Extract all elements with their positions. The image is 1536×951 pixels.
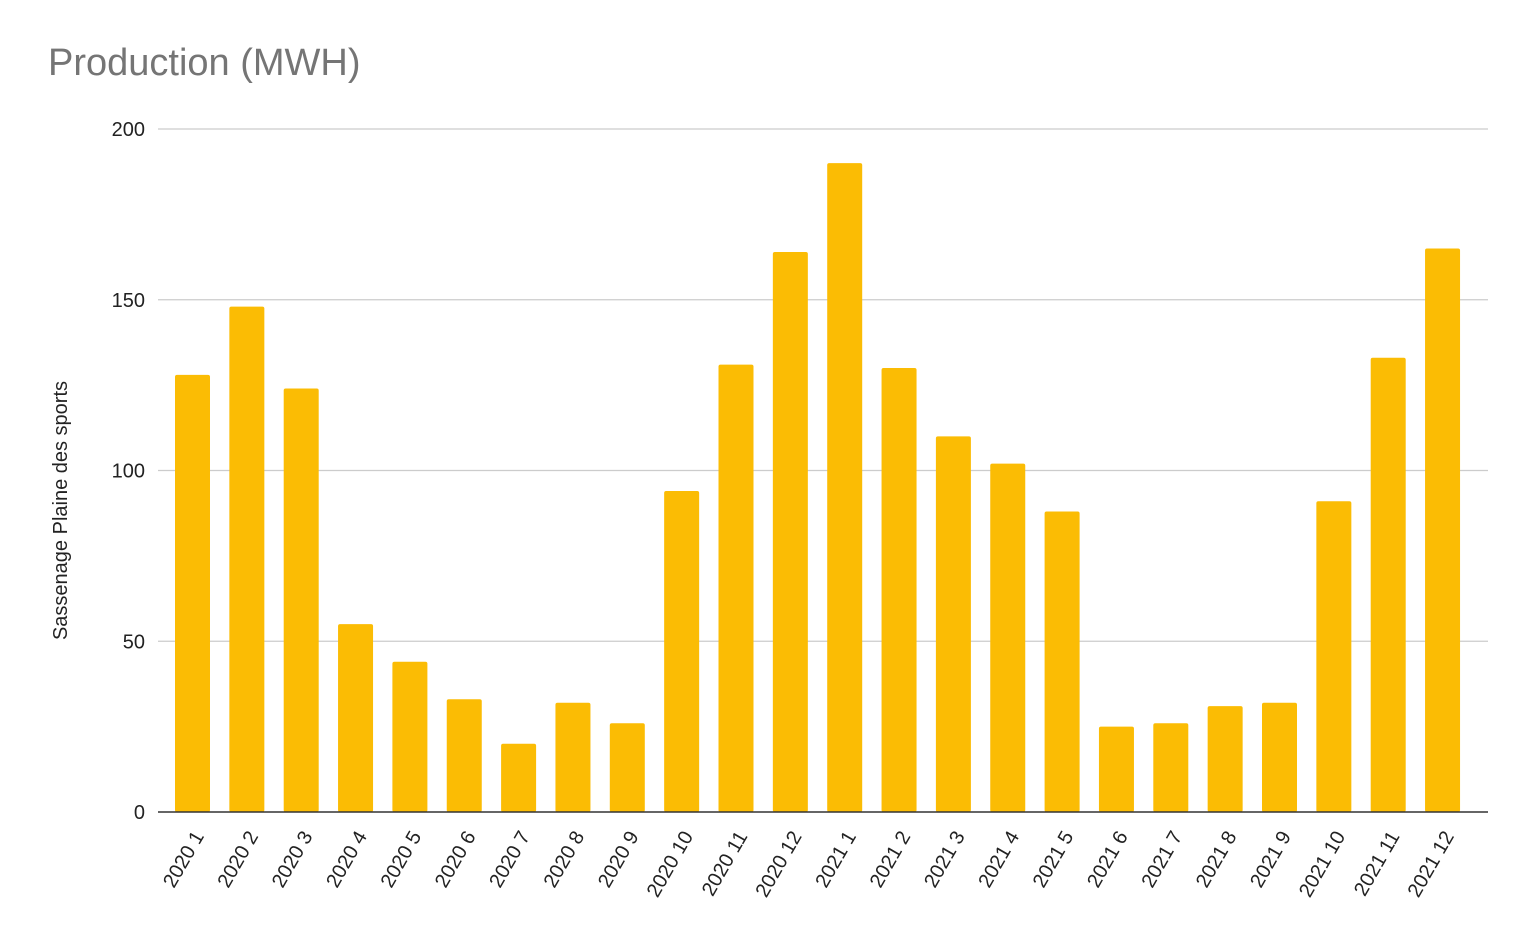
bar xyxy=(881,368,917,812)
x-tick-label: 2021 8 xyxy=(1192,828,1242,892)
bar xyxy=(935,436,971,812)
x-tick-label: 2020 8 xyxy=(540,828,590,892)
x-tick-label: 2020 7 xyxy=(485,828,535,892)
y-axis-ticks: 0 50 100 150 200 xyxy=(112,119,145,824)
x-tick-label: 2021 7 xyxy=(1137,828,1187,892)
bar xyxy=(1262,702,1297,812)
chart-title: Production (MWH) xyxy=(48,42,361,84)
bar xyxy=(338,624,374,812)
x-tick-label: 2021 12 xyxy=(1404,828,1459,902)
bar xyxy=(718,364,754,812)
x-tick-label: 2020 2 xyxy=(214,828,264,892)
x-tick-label: 2021 4 xyxy=(974,828,1024,892)
x-tick-label: 2021 3 xyxy=(920,828,970,892)
y-tick-label: 0 xyxy=(134,802,145,824)
y-tick-label: 200 xyxy=(112,119,145,141)
y-axis-title: Sassenage Plaine des sports xyxy=(50,381,72,640)
x-tick-label: 2020 6 xyxy=(431,828,481,892)
x-tick-label: 2020 5 xyxy=(377,828,427,892)
bar xyxy=(446,699,482,812)
x-tick-label: 2020 10 xyxy=(643,828,698,902)
x-tick-label: 2021 11 xyxy=(1350,828,1404,900)
bar xyxy=(772,251,808,812)
bar xyxy=(1425,248,1461,812)
bar xyxy=(501,743,537,812)
bar xyxy=(1098,726,1134,812)
x-tick-label: 2021 9 xyxy=(1246,828,1296,892)
bars xyxy=(175,163,1461,812)
x-tick-label: 2020 9 xyxy=(594,828,644,892)
y-tick-label: 150 xyxy=(112,290,145,312)
x-tick-label: 2021 5 xyxy=(1029,828,1079,892)
bar xyxy=(827,163,863,812)
bar xyxy=(1370,357,1406,812)
y-tick-label: 100 xyxy=(112,461,145,483)
x-tick-label: 2020 1 xyxy=(159,828,209,892)
bar xyxy=(392,661,428,812)
bar xyxy=(609,723,645,812)
bar xyxy=(664,490,700,812)
x-tick-label: 2021 10 xyxy=(1295,828,1350,902)
bar xyxy=(1153,723,1189,812)
x-tick-label: 2021 1 xyxy=(811,828,861,892)
bar xyxy=(1044,511,1080,812)
x-tick-label: 2021 2 xyxy=(866,828,916,892)
x-tick-label: 2020 4 xyxy=(322,828,372,892)
bar xyxy=(990,463,1026,812)
x-tick-label: 2020 3 xyxy=(268,828,318,892)
bar xyxy=(229,306,265,812)
x-tick-label: 2020 11 xyxy=(698,828,752,900)
x-axis-ticks: 2020 1 2020 2 2020 3 2020 4 2020 5 2020 6 2020… xyxy=(159,828,1459,902)
gridlines xyxy=(158,128,1488,642)
y-tick-label: 50 xyxy=(123,631,145,653)
bar xyxy=(175,374,210,812)
bar xyxy=(555,702,591,812)
bar xyxy=(283,388,319,812)
x-tick-label: 2020 12 xyxy=(751,828,806,902)
x-tick-label: 2021 6 xyxy=(1083,828,1133,892)
bar xyxy=(1207,706,1243,812)
bar xyxy=(1316,501,1352,812)
